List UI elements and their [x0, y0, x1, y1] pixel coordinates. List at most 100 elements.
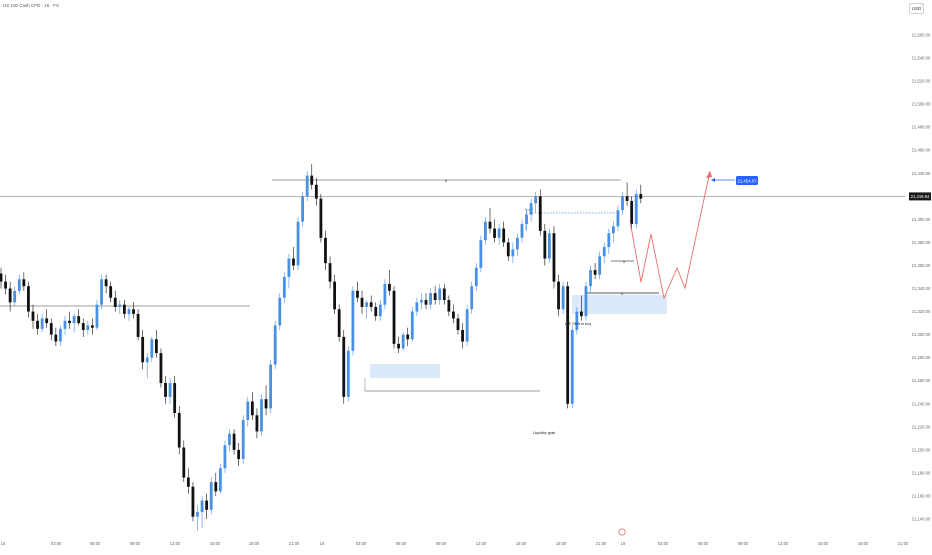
- candle-body: [328, 263, 332, 282]
- x-tick-label: 18:00: [249, 541, 260, 546]
- candle: [109, 281, 113, 303]
- y-tick-label: 21,180.00: [912, 470, 931, 475]
- candle-body: [392, 290, 396, 344]
- candle: [579, 295, 583, 321]
- candle-body: [68, 320, 71, 324]
- candle-body: [607, 233, 611, 248]
- candle: [278, 293, 282, 331]
- candle-body: [401, 334, 405, 349]
- candle-body: [506, 242, 510, 257]
- candle-body: [351, 290, 355, 351]
- candle-body: [333, 281, 337, 310]
- candle-body: [529, 203, 533, 215]
- candle: [22, 272, 26, 291]
- x-tick-label: 09:00: [738, 541, 749, 546]
- candle-body: [154, 339, 158, 354]
- candle-body: [100, 279, 103, 305]
- candle-body: [374, 306, 378, 317]
- candle-body: [616, 210, 620, 227]
- candle: [392, 286, 396, 349]
- candle-body: [575, 311, 579, 331]
- candle-body: [109, 286, 113, 298]
- candle: [186, 468, 190, 494]
- y-tick-label: 21,400.00: [912, 217, 931, 222]
- candle-body: [150, 339, 154, 358]
- candle: [122, 300, 126, 319]
- x-tick-label: 06:00: [90, 541, 101, 546]
- candle: [154, 330, 158, 358]
- x-tick-label: 03:00: [356, 541, 367, 546]
- candle-body: [561, 286, 565, 310]
- current-price-badge: [909, 192, 931, 201]
- y-tick-label: 21,560.00: [912, 33, 931, 38]
- candle-body: [324, 237, 327, 264]
- candle-body: [54, 334, 58, 342]
- candle-body: [397, 343, 400, 349]
- y-tick-label: 21,300.00: [912, 332, 931, 337]
- candle-body: [429, 293, 432, 305]
- candle-body: [493, 228, 496, 238]
- candle-body: [49, 323, 53, 335]
- candle-body: [310, 175, 314, 185]
- level-tag-label: Bull ?: [525, 208, 534, 212]
- candle: [520, 219, 524, 243]
- levels-layer: $ $ $: [0, 178, 905, 392]
- candle-body: [13, 290, 17, 303]
- y-tick-label: 21,480.00: [912, 125, 931, 130]
- candle-body: [502, 228, 506, 243]
- candle: [420, 293, 423, 310]
- candle-body: [81, 323, 85, 331]
- candle: [356, 281, 359, 303]
- candle: [314, 177, 318, 206]
- y-tick-label: 21,460.00: [912, 148, 931, 153]
- candle-body: [465, 309, 469, 342]
- candle: [104, 274, 108, 294]
- x-tick-label: 15:00: [818, 541, 829, 546]
- candle: [8, 281, 12, 312]
- candle-body: [223, 445, 227, 469]
- candle: [36, 313, 39, 335]
- candle: [246, 396, 250, 427]
- candle-body: [552, 233, 556, 282]
- session-high-marker: $: [445, 178, 448, 183]
- projection-path: [629, 170, 711, 300]
- candle: [223, 440, 227, 473]
- candle-body: [95, 304, 99, 328]
- candle-body: [282, 277, 286, 298]
- candle-body: [173, 383, 177, 413]
- candle-body: [356, 290, 359, 298]
- candle-body: [534, 196, 538, 204]
- candle: [54, 327, 58, 347]
- candle-body: [383, 283, 387, 305]
- candle-body: [177, 412, 181, 448]
- candle: [378, 300, 382, 321]
- candle-body: [625, 196, 629, 201]
- candle: [17, 274, 21, 295]
- ltf-level-marker: $: [621, 291, 624, 296]
- candle: [173, 376, 177, 418]
- candle-body: [228, 433, 231, 446]
- candle-body: [159, 353, 163, 384]
- candle-body: [292, 258, 295, 266]
- currency-button[interactable]: USD: [909, 3, 924, 14]
- candle: [488, 207, 492, 234]
- candle: [13, 286, 17, 306]
- candle-body: [31, 311, 35, 321]
- candle-body: [232, 433, 236, 450]
- candle-body: [634, 194, 638, 224]
- candle: [401, 332, 405, 351]
- candle-body: [186, 477, 190, 487]
- candle: [214, 472, 218, 496]
- candle: [4, 274, 7, 295]
- candle: [461, 323, 464, 349]
- candle-body: [191, 486, 195, 517]
- candle: [538, 189, 542, 236]
- candle: [548, 228, 551, 264]
- x-tick-label: 03:00: [658, 541, 669, 546]
- candle-body: [538, 196, 542, 231]
- candle: [100, 274, 103, 310]
- candle-body: [8, 288, 12, 303]
- candle-body: [36, 320, 39, 329]
- candle: [145, 353, 149, 379]
